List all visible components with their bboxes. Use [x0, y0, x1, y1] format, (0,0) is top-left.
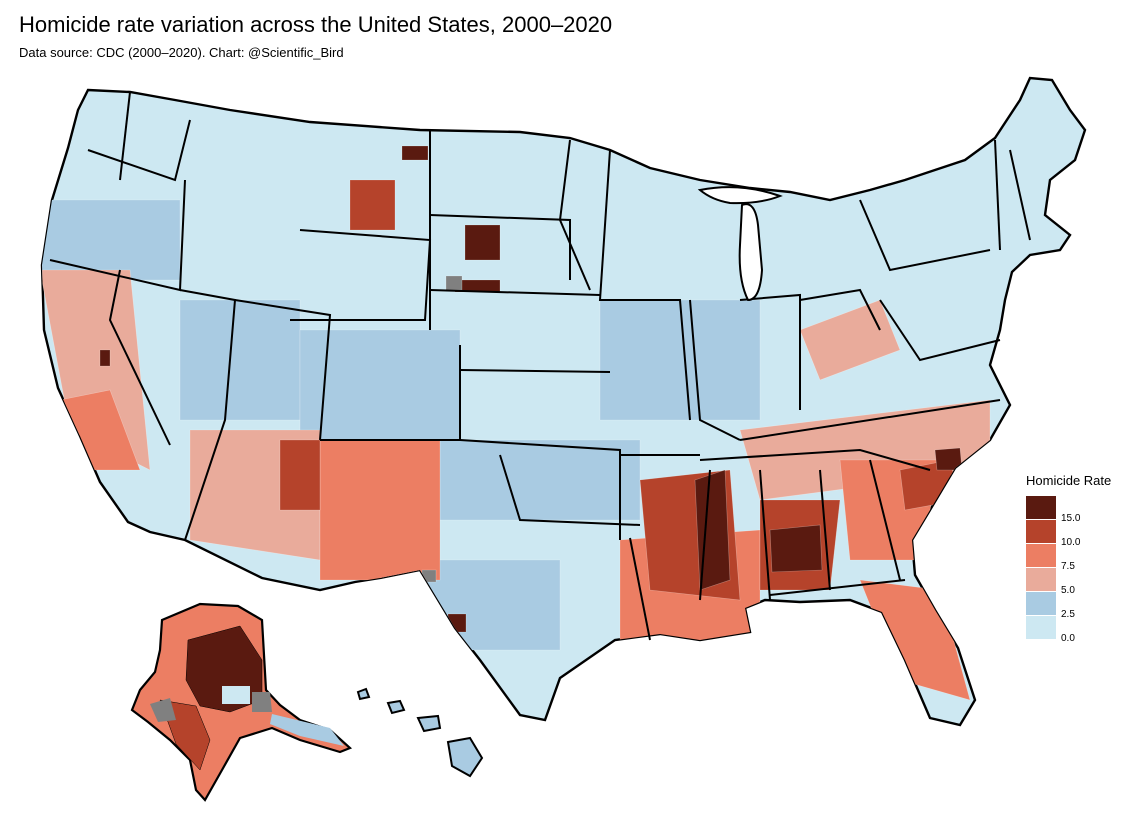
state-border-line: [819, 469, 831, 591]
state-border-line: [869, 459, 901, 581]
state-borders: [49, 91, 1031, 641]
legend-scale: 15.0 10.0 7.5 5.0 2.5 0.0: [1026, 496, 1136, 646]
legend-swatch: [1026, 616, 1056, 639]
legend-tick-label: 7.5: [1061, 561, 1075, 572]
state-border-line: [234, 299, 332, 441]
state-border-line: [699, 469, 711, 601]
legend-swatch: [1026, 544, 1056, 567]
legend-title: Homicide Rate: [1026, 473, 1112, 488]
legend: Homicide Rate 15.0 10.0 7.5 5.0 2.5 0.0: [1026, 472, 1136, 646]
patch-california: [42, 269, 151, 471]
patch-midwest: [599, 299, 761, 421]
hawaii: [356, 687, 484, 778]
hawaii-kauai: [356, 687, 371, 701]
state-border-line: [87, 119, 191, 182]
state-border-line: [769, 579, 906, 596]
legend-tick-label: 0.0: [1061, 633, 1075, 644]
state-border-line: [859, 199, 991, 272]
state-border-line: [689, 299, 741, 441]
legend-tick-label: 15.0: [1061, 513, 1081, 524]
lake-superior: [697, 186, 783, 205]
state-border-line: [119, 91, 131, 181]
great-lakes: [697, 186, 783, 302]
patch-ca-dark: [99, 349, 111, 367]
patch-black-belt: [769, 524, 823, 573]
state-border-line: [499, 454, 641, 526]
state-border-line: [179, 289, 237, 541]
state-border-line: [994, 139, 1001, 251]
state-border-line: [459, 439, 621, 540]
chart-subtitle: Data source: CDC (2000–2020). Chart: @Sc…: [19, 45, 344, 60]
legend-swatch: [1026, 520, 1056, 543]
state-border-line: [429, 289, 601, 296]
state-border-line: [429, 214, 571, 280]
patch-new-mexico: [319, 439, 441, 581]
state-border-line: [108, 269, 171, 446]
state-border-line: [799, 288, 881, 331]
alaska-no-data-1: [150, 698, 176, 722]
patch-south-dakota: [464, 224, 501, 261]
state-border-line: [739, 399, 1001, 441]
state-border-line: [558, 139, 591, 291]
state-border-line: [759, 469, 771, 601]
legend-swatch: [1026, 592, 1056, 615]
county-rate-patches: [42, 145, 991, 701]
legend-swatch: [1026, 496, 1056, 519]
patch-montana-ne: [401, 145, 429, 161]
hawaii-oahu: [386, 699, 406, 715]
patch-northwest: [42, 199, 181, 281]
legend-tick-label: 2.5: [1061, 609, 1075, 620]
lake-michigan: [738, 203, 764, 302]
patch-plains-south: [439, 439, 641, 521]
state-border-line: [629, 537, 651, 641]
alaska: [130, 602, 353, 802]
legend-tick-label: 10.0: [1061, 537, 1081, 548]
patch-great-basin: [179, 299, 301, 421]
state-border-line: [598, 149, 691, 421]
state-border-line: [739, 293, 801, 410]
patch-no-data-tx: [421, 569, 437, 583]
hawaii-big-island: [446, 736, 484, 778]
state-border-line: [1009, 149, 1031, 241]
hawaii-maui: [416, 714, 442, 733]
patch-delta-core: [694, 469, 731, 591]
state-border-line: [699, 448, 931, 471]
alaska-no-data-2: [252, 692, 272, 712]
alaska-south-low: [270, 714, 344, 746]
patch-no-data-sd: [445, 275, 463, 291]
legend-swatch: [1026, 568, 1056, 591]
state-border-line: [290, 229, 432, 321]
patch-montana-res: [349, 179, 396, 231]
chart-title: Homicide rate variation across the Unite…: [19, 12, 613, 37]
state-border-line: [459, 369, 611, 373]
patch-nm-west: [279, 439, 321, 511]
state-border-line: [879, 299, 1001, 362]
alaska-center-low: [222, 686, 250, 704]
legend-tick-label: 5.0: [1061, 585, 1075, 596]
